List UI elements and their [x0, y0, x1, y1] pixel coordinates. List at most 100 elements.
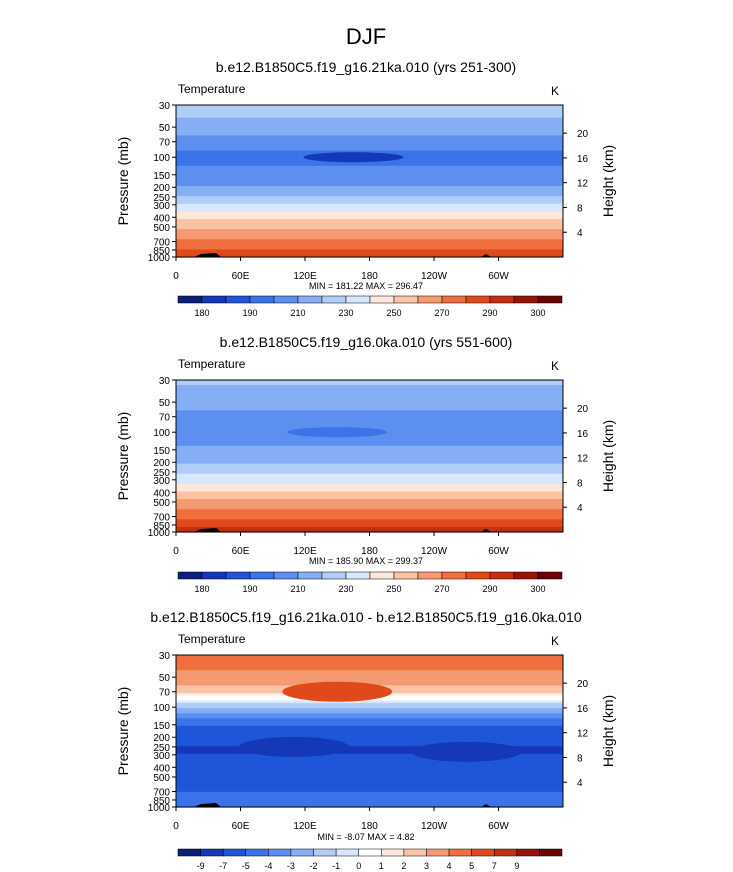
- field-band: [176, 402, 563, 406]
- colorbar-swatch: [537, 571, 563, 580]
- panel-title: b.e12.B1850C5.f19_g16.21ka.010 - b.e12.B…: [150, 609, 581, 625]
- y2-tick-label: 20: [577, 679, 589, 690]
- field-band: [176, 504, 563, 508]
- field-band: [176, 478, 563, 482]
- y-tick-label: 400: [153, 488, 170, 499]
- colorbar-swatch: [358, 848, 382, 857]
- min-max-stats: MIN = 181.22 MAX = 296.47: [309, 281, 423, 291]
- colorbar-swatch: [417, 571, 443, 580]
- field-band: [176, 418, 563, 422]
- field-band: [176, 774, 563, 778]
- x-tick-label: 0: [173, 821, 179, 832]
- colorbar-swatch: [222, 848, 247, 857]
- field-band: [176, 509, 563, 513]
- y-tick-label: 30: [159, 376, 171, 387]
- field-band: [176, 173, 563, 177]
- temperature-field: [176, 655, 563, 808]
- field-band: [176, 738, 563, 742]
- y-tick-label: 1000: [148, 253, 171, 264]
- field-band: [176, 181, 563, 185]
- colorbar-swatch: [381, 848, 405, 857]
- y-tick-label: 30: [159, 651, 171, 662]
- field-band: [176, 380, 563, 384]
- colorbar-label: 0: [356, 861, 361, 871]
- x-tick-label: 60W: [488, 821, 509, 832]
- y-tick-label: 200: [153, 733, 170, 744]
- field-band: [176, 700, 563, 704]
- colorbar-swatch: [513, 571, 539, 580]
- y-tick-label: 100: [153, 703, 170, 714]
- field-band: [176, 488, 563, 493]
- y2-tick-label: 20: [577, 404, 589, 415]
- y-tick-label: 50: [159, 123, 171, 134]
- x-tick-label: 60W: [488, 271, 509, 282]
- field-band: [176, 713, 563, 717]
- field-band: [176, 226, 563, 230]
- colorbar-swatch: [249, 295, 275, 304]
- field-band: [176, 655, 563, 659]
- field-band: [176, 753, 563, 757]
- colorbar-label: 180: [194, 308, 209, 318]
- colorbar-label: -7: [219, 861, 227, 871]
- field-band: [176, 251, 563, 256]
- colorbar-swatch: [201, 295, 227, 304]
- y-tick-label: 400: [153, 213, 170, 224]
- field-anomaly: [282, 681, 393, 702]
- field-band: [176, 748, 563, 752]
- colorbar-label: 290: [482, 584, 497, 594]
- y-tick-label: 400: [153, 763, 170, 774]
- field-band: [176, 715, 563, 719]
- field-band: [176, 234, 563, 238]
- x-tick-label: 120E: [293, 546, 317, 557]
- field-band: [176, 751, 563, 755]
- variable-label: Temperature: [178, 82, 246, 96]
- colorbar-swatch: [225, 571, 251, 580]
- field-band: [176, 132, 563, 136]
- colorbar-swatch: [448, 848, 472, 857]
- y-axis-label: Pressure (mb): [115, 687, 131, 776]
- field-band: [176, 506, 563, 510]
- temperature-field: [176, 380, 563, 533]
- y2-tick-label: 12: [577, 179, 589, 190]
- y-tick-label: 500: [153, 773, 170, 784]
- colorbar-swatch: [290, 848, 314, 857]
- colorbar-swatch: [177, 295, 203, 304]
- x-tick-label: 120E: [293, 821, 317, 832]
- variable-label: Temperature: [178, 632, 246, 646]
- field-band: [176, 499, 563, 503]
- y-tick-label: 500: [153, 223, 170, 234]
- field-band: [176, 193, 563, 197]
- y-tick-label: 150: [153, 721, 170, 732]
- colorbar-swatch: [335, 848, 359, 857]
- y-tick-label: 70: [159, 688, 171, 699]
- colorbar-swatch: [441, 571, 467, 580]
- colorbar-swatch: [225, 295, 251, 304]
- y-tick-label: 500: [153, 498, 170, 509]
- y-tick-label: 200: [153, 183, 170, 194]
- field-band: [176, 799, 563, 803]
- colorbar-label: -3: [287, 861, 295, 871]
- y2-axis-label: Height (km): [600, 695, 616, 767]
- y-tick-label: 700: [153, 788, 170, 799]
- field-band: [176, 125, 563, 129]
- field-band: [176, 791, 563, 795]
- panel-2: b.e12.B1850C5.f19_g16.0ka.010 (yrs 551-6…: [115, 334, 616, 594]
- field-band: [176, 486, 563, 490]
- field-band: [176, 675, 563, 679]
- units-label: K: [551, 359, 559, 373]
- field-band: [176, 794, 563, 798]
- field-band: [176, 804, 563, 808]
- panels: b.e12.B1850C5.f19_g16.21ka.010 (yrs 251-…: [115, 59, 616, 871]
- field-band: [176, 112, 563, 116]
- colorbar-swatch: [513, 295, 539, 304]
- field-band: [176, 198, 563, 202]
- field-band: [176, 443, 563, 447]
- colorbar-label: 180: [194, 584, 209, 594]
- y2-tick-label: 8: [577, 203, 583, 214]
- field-band: [176, 491, 563, 495]
- field-band: [176, 385, 563, 389]
- min-max-stats: MIN = 185.90 MAX = 299.37: [309, 556, 423, 566]
- colorbar-label: 190: [242, 308, 257, 318]
- colorbar-swatch: [537, 295, 563, 304]
- colorbar-swatch: [249, 571, 275, 580]
